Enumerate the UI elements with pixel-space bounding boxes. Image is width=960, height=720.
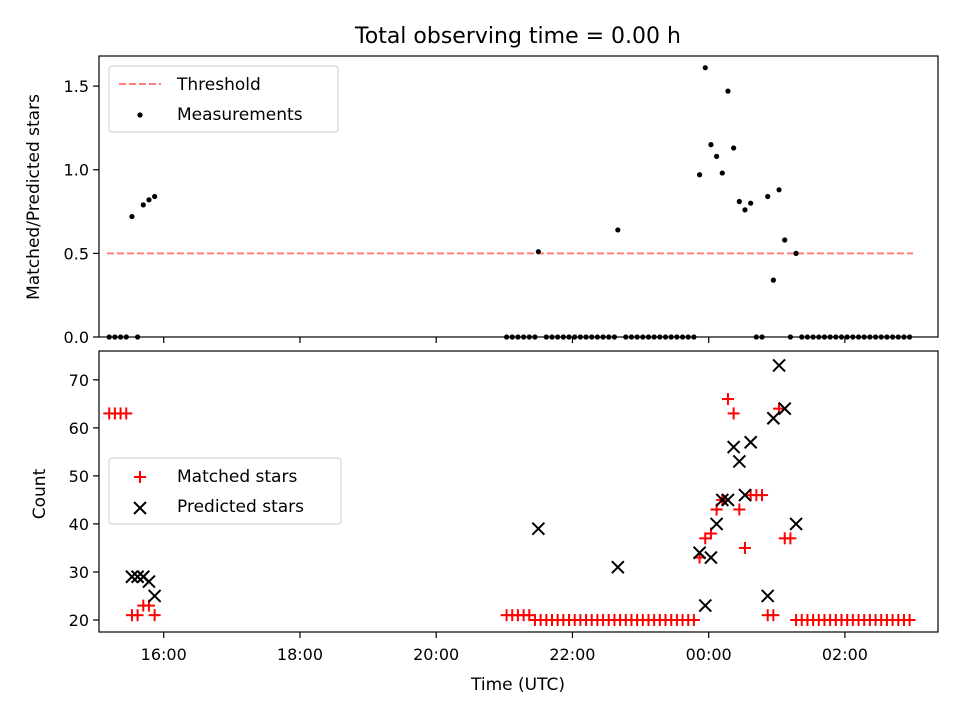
x-tick-label: 20:00 xyxy=(413,645,459,664)
measurement-point xyxy=(129,213,135,220)
measurement-point xyxy=(742,207,748,213)
predicted-star-point xyxy=(760,589,775,603)
x-tick-label: 18:00 xyxy=(277,645,323,664)
measurement-point xyxy=(535,249,541,255)
matched-star-point xyxy=(687,613,700,626)
legend-measurements-label: Measurements xyxy=(177,105,303,125)
matched-star-point xyxy=(148,609,161,622)
matched-star-point xyxy=(733,503,746,516)
matched-star-point xyxy=(120,407,133,420)
bottom-y-tick-label: 30 xyxy=(69,563,89,582)
bottom-y-tick-label: 40 xyxy=(69,515,89,534)
bottom-legend: Matched stars Predicted stars xyxy=(108,457,342,525)
measurement-point xyxy=(748,200,754,206)
matched-star-point xyxy=(903,613,916,626)
top-legend-box xyxy=(108,65,339,133)
x-tick-label: 02:00 xyxy=(822,645,868,664)
predicted-star-point xyxy=(130,570,145,584)
predicted-star-point xyxy=(142,574,156,589)
predicted-star-point xyxy=(698,598,712,613)
bottom-y-tick-label: 20 xyxy=(69,611,89,630)
top-y-tick-label: 0.5 xyxy=(64,244,89,263)
predicted-star-point xyxy=(715,493,729,507)
predicted-star-point xyxy=(721,493,735,507)
predicted-star-point xyxy=(147,589,162,603)
top-legend: Threshold Measurements xyxy=(108,65,339,133)
bottom-y-tick-label: 60 xyxy=(69,419,89,438)
matched-star-point xyxy=(738,541,751,554)
legend-measurements-swatch xyxy=(137,112,143,118)
bottom-y-tick-label: 70 xyxy=(69,371,89,390)
predicted-star-point xyxy=(531,522,546,536)
bottom-y-tick-label: 50 xyxy=(69,467,89,486)
legend-predicted-label: Predicted stars xyxy=(177,497,304,517)
legend-predicted-swatch xyxy=(133,501,147,515)
bottom-panel-frame xyxy=(98,350,939,633)
predicted-star-point xyxy=(704,550,718,565)
x-tick-label: 22:00 xyxy=(549,645,595,664)
top-y-tick-label: 1.5 xyxy=(64,77,89,96)
matched-star-point xyxy=(721,393,734,406)
bottom-panel-ticks: 16:00 18:00 20:00 22:00 00:00 02:00 20 30 40 50 60… xyxy=(69,371,868,664)
measurement-point xyxy=(782,237,788,243)
top-panel-frame xyxy=(98,55,939,338)
measurement-point xyxy=(725,88,731,94)
predicted-star-point xyxy=(778,401,792,416)
measurement-point xyxy=(719,170,725,176)
measurement-point xyxy=(140,202,146,208)
chart-title: Total observing time = 0.00 h xyxy=(354,24,681,49)
legend-matched-label: Matched stars xyxy=(177,467,297,487)
measurement-point xyxy=(152,193,158,200)
predicted-star-point xyxy=(726,440,741,454)
measurement-point xyxy=(793,250,799,256)
measurement-point xyxy=(731,145,737,151)
legend-threshold-label: Threshold xyxy=(176,75,261,95)
predicted-star-point xyxy=(692,546,707,560)
x-tick-label: 00:00 xyxy=(686,645,732,664)
legend-matched-swatch xyxy=(134,471,146,483)
measurement-point xyxy=(708,142,714,148)
predicted-star-point xyxy=(743,435,758,449)
top-panel-ticks: 0.0 0.5 1.0 1.5 xyxy=(64,77,846,347)
predicted-star-point xyxy=(789,517,803,531)
measurement-point xyxy=(615,227,621,233)
top-y-axis-label: Matched/Predicted stars xyxy=(24,94,44,300)
measurement-point xyxy=(696,172,703,178)
matched-star-point xyxy=(756,489,769,502)
measurement-point xyxy=(146,197,152,203)
matched-star-point xyxy=(784,532,797,545)
predicted-star-point xyxy=(125,570,139,584)
measurement-point xyxy=(776,187,782,193)
predicted-star-point xyxy=(611,560,625,574)
measurement-point xyxy=(702,65,708,71)
bottom-y-axis-label: Count xyxy=(30,468,50,519)
matched-star-point xyxy=(767,609,780,622)
x-axis-label: Time (UTC) xyxy=(470,675,565,695)
top-y-tick-label: 0.0 xyxy=(64,328,89,347)
x-tick-label: 16:00 xyxy=(141,645,187,664)
measurement-point xyxy=(736,198,742,205)
predicted-star-point xyxy=(772,358,786,373)
bottom-panel-plot-area xyxy=(103,358,916,626)
measurement-point xyxy=(765,193,771,200)
top-y-tick-label: 1.0 xyxy=(64,161,89,180)
measurement-point xyxy=(714,153,720,159)
predicted-star-point xyxy=(766,411,781,425)
measurement-point xyxy=(770,277,776,283)
matched-star-point xyxy=(727,407,740,420)
matched-star-point xyxy=(131,609,144,622)
bottom-legend-box xyxy=(108,457,342,525)
predicted-star-point xyxy=(738,488,752,502)
predicted-star-point xyxy=(732,454,747,469)
predicted-star-point xyxy=(709,517,724,531)
